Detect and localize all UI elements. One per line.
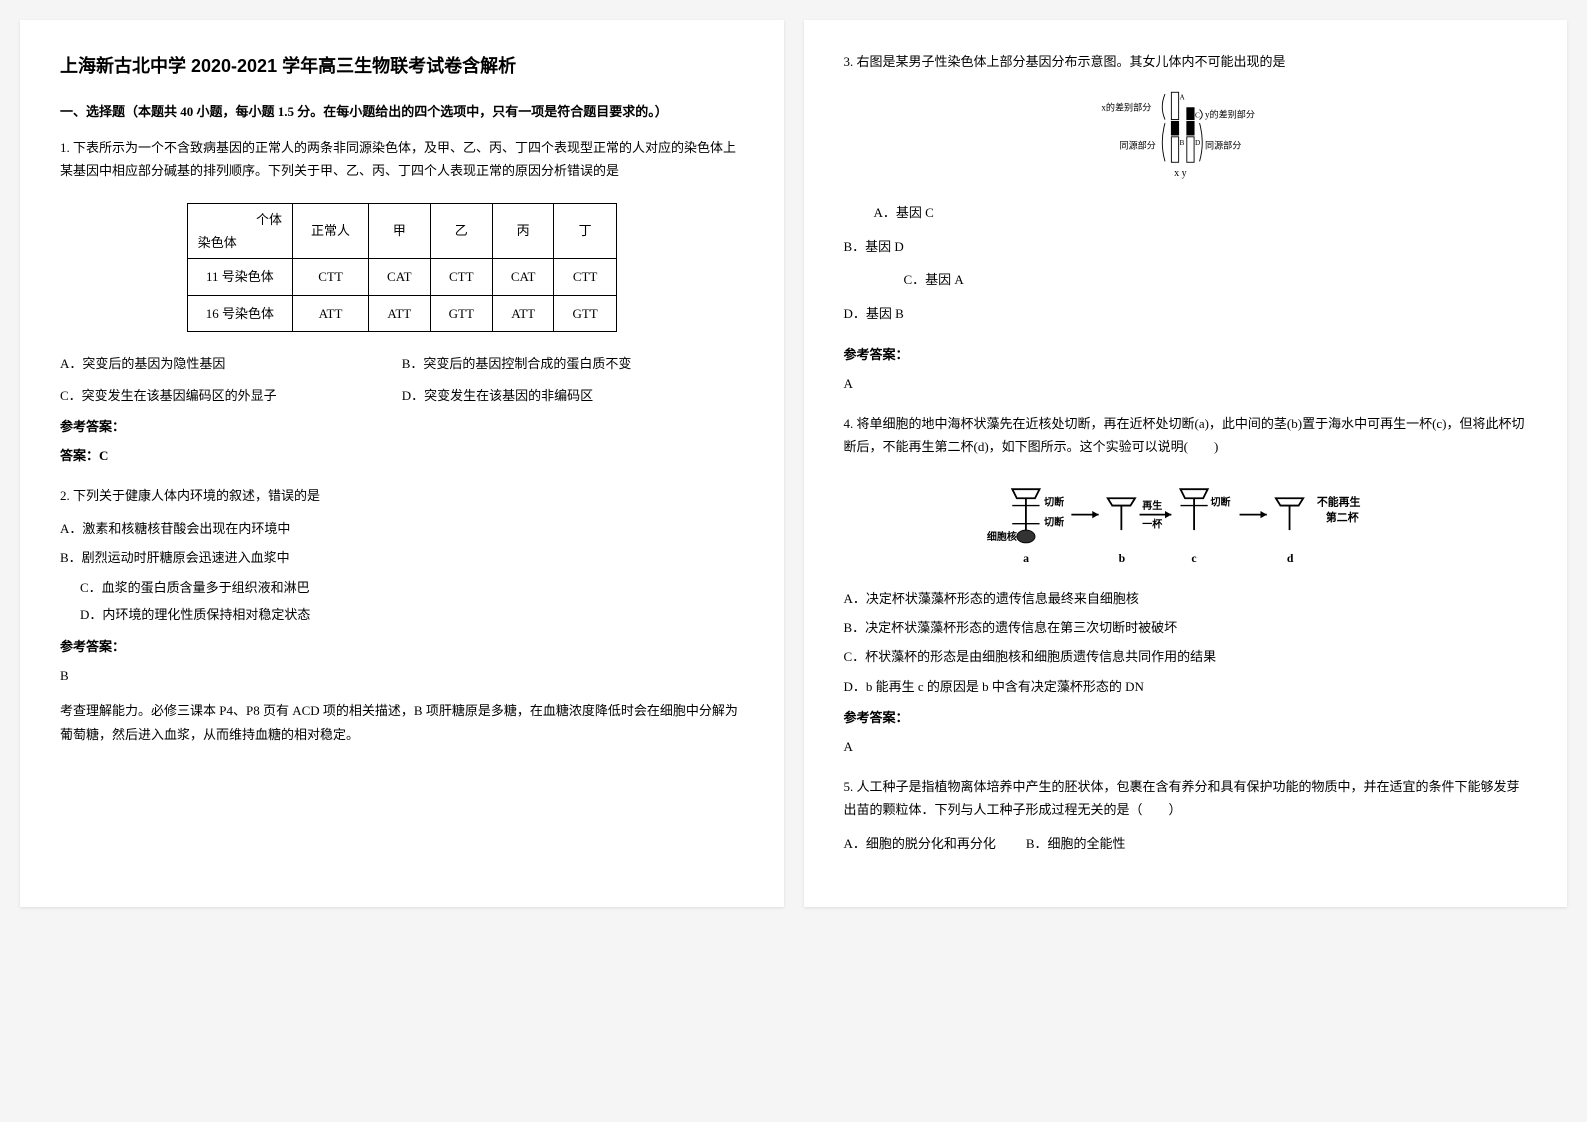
q2-option-a: A．激素和核糖核苷酸会出现在内环境中 (60, 517, 744, 540)
q3-answer-label: 参考答案： (844, 343, 1528, 366)
chromosome-diagram-svg: A C B D x的差别部分 y的差别部分 同源部分 同源部分 x y (1085, 85, 1285, 185)
table-header-row: 个体 染色体 正常人 甲 乙 丙 丁 (187, 203, 616, 259)
q3-option-c: C．基因 A (904, 268, 1232, 291)
cut-label-2: 切断 (1044, 515, 1064, 528)
table-cell: CAT (492, 259, 554, 295)
q2-answer: B (60, 664, 744, 687)
question-1: 1. 下表所示为一个不含致病基因的正常人的两条非同源染色体，及甲、乙、丙、丁四个… (60, 136, 744, 468)
table-cell: GTT (430, 295, 492, 331)
table-cell: GTT (554, 295, 616, 331)
table-header-cell: 丙 (492, 203, 554, 259)
gene-c-label: C (1195, 112, 1200, 120)
stage-b-label: b (1119, 550, 1126, 564)
q3-options-row-1: A．基因 C B．基因 D (844, 201, 1528, 268)
table-header-cell: 丁 (554, 203, 616, 259)
table-header-cell: 乙 (430, 203, 492, 259)
q1-option-d: D．突变发生在该基因的非编码区 (402, 384, 744, 407)
algae-diagram-svg: 切断 切断 细胞核 a b 再生 一杯 (975, 471, 1395, 571)
q4-option-a: A．决定杯状藻藻杯形态的遗传信息最终来自细胞核 (844, 587, 1528, 610)
page-container: 上海新古北中学 2020-2021 学年高三生物联考试卷含解析 一、选择题（本题… (20, 20, 1567, 907)
q1-answer-label: 参考答案： (60, 415, 744, 438)
y-diff-label: y的差别部分 (1205, 109, 1255, 120)
q3-option-d: D．基因 B (844, 302, 1172, 325)
table-header-cell: 甲 (369, 203, 431, 259)
q2-option-b: B．剧烈运动时肝糖原会迅速进入血浆中 (60, 546, 744, 569)
x-diff-label: x的差别部分 (1102, 102, 1152, 113)
q5-stem: 5. 人工种子是指植物离体培养中产生的胚状体，包裹在含有养分和具有保护功能的物质… (844, 775, 1528, 822)
q4-option-b: B．决定杯状藻藻杯形态的遗传信息在第三次切断时被破坏 (844, 616, 1528, 639)
cut-label-1: 切断 (1044, 495, 1064, 508)
table-header-cell: 正常人 (293, 203, 369, 259)
table-row: 11 号染色体 CTT CAT CTT CAT CTT (187, 259, 616, 295)
regen-label: 再生 (1143, 499, 1163, 512)
q2-explanation: 考查理解能力。必修三课本 P4、P8 页有 ACD 项的相关描述，B 项肝糖原是… (60, 699, 744, 746)
q2-stem: 2. 下列关于健康人体内环境的叙述，错误的是 (60, 484, 744, 507)
stage-d-label: d (1287, 550, 1294, 564)
q3-option-b: B．基因 D (844, 235, 1172, 258)
right-column: 3. 右图是某男子性染色体上部分基因分布示意图。其女儿体内不可能出现的是 A C… (804, 20, 1568, 907)
nucleus-label: 细胞核 (987, 530, 1017, 543)
q4-option-d: D．b 能再生 c 的原因是 b 中含有决定藻杯形态的 DN (844, 675, 1528, 698)
q4-answer-label: 参考答案： (844, 706, 1528, 729)
corner-top: 个体 (198, 208, 282, 231)
table-row: 16 号染色体 ATT ATT GTT ATT GTT (187, 295, 616, 331)
gene-b-label: B (1180, 139, 1185, 147)
q3-figure: A C B D x的差别部分 y的差别部分 同源部分 同源部分 x y (844, 85, 1528, 185)
table-cell: CTT (293, 259, 369, 295)
q2-option-c: C．血浆的蛋白质含量多于组织液和淋巴 (80, 576, 764, 599)
table-cell: ATT (492, 295, 554, 331)
stage-a-label: a (1023, 550, 1029, 564)
q1-option-a: A．突变后的基因为隐性基因 (60, 352, 402, 375)
q5-options-row: A．细胞的脱分化和再分化 B．细胞的全能性 (844, 832, 1528, 861)
left-column: 上海新古北中学 2020-2021 学年高三生物联考试卷含解析 一、选择题（本题… (20, 20, 784, 907)
question-5: 5. 人工种子是指植物离体培养中产生的胚状体，包裹在含有养分和具有保护功能的物质… (844, 775, 1528, 861)
q3-option-a: A．基因 C (874, 201, 1202, 224)
q2-answer-label: 参考答案： (60, 635, 744, 658)
q5-option-a: A．细胞的脱分化和再分化 (844, 832, 996, 855)
q1-table: 个体 染色体 正常人 甲 乙 丙 丁 11 号染色体 CTT CAT CTT C… (187, 203, 617, 333)
one-cup-label: 一杯 (1143, 517, 1164, 530)
table-cell: CTT (554, 259, 616, 295)
q3-stem: 3. 右图是某男子性染色体上部分基因分布示意图。其女儿体内不可能出现的是 (844, 50, 1528, 73)
question-3: 3. 右图是某男子性染色体上部分基因分布示意图。其女儿体内不可能出现的是 A C… (844, 50, 1528, 396)
exam-title: 上海新古北中学 2020-2021 学年高三生物联考试卷含解析 (60, 50, 744, 82)
xy-label: x y (1174, 168, 1187, 179)
cut-label-3: 切断 (1211, 495, 1231, 508)
no-regen-label-2: 第二杯 (1326, 510, 1359, 524)
table-cell: CAT (369, 259, 431, 295)
table-corner-cell: 个体 染色体 (187, 203, 292, 259)
q1-options-row-2: C．突变发生在该基因编码区的外显子 D．突变发生在该基因的非编码区 (60, 384, 744, 407)
q4-option-c: C．杯状藻杯的形态是由细胞核和细胞质遗传信息共同作用的结果 (844, 645, 1528, 668)
q1-option-c: C．突变发生在该基因编码区的外显子 (60, 384, 402, 407)
question-2: 2. 下列关于健康人体内环境的叙述，错误的是 A．激素和核糖核苷酸会出现在内环境… (60, 484, 744, 747)
question-4: 4. 将单细胞的地中海杯状藻先在近核处切断，再在近杯处切断(a)，此中间的茎(b… (844, 412, 1528, 759)
table-row-label: 11 号染色体 (187, 259, 292, 295)
q4-answer: A (844, 735, 1528, 758)
q3-answer: A (844, 372, 1528, 395)
q5-option-b: B．细胞的全能性 (1026, 832, 1126, 855)
homolog-left-label: 同源部分 (1120, 140, 1156, 151)
table-cell: ATT (293, 295, 369, 331)
table-cell: CTT (430, 259, 492, 295)
table-row-label: 16 号染色体 (187, 295, 292, 331)
stage-c-label: c (1192, 550, 1197, 564)
q1-stem: 1. 下表所示为一个不含致病基因的正常人的两条非同源染色体，及甲、乙、丙、丁四个… (60, 136, 744, 183)
q4-stem: 4. 将单细胞的地中海杯状藻先在近核处切断，再在近杯处切断(a)，此中间的茎(b… (844, 412, 1528, 459)
gene-d-label: D (1195, 139, 1200, 147)
no-regen-label-1: 不能再生 (1317, 494, 1361, 508)
q1-options-row-1: A．突变后的基因为隐性基因 B．突变后的基因控制合成的蛋白质不变 (60, 352, 744, 375)
q4-figure: 切断 切断 细胞核 a b 再生 一杯 (844, 471, 1528, 571)
q1-answer: 答案：C (60, 444, 744, 467)
section-1-heading: 一、选择题（本题共 40 小题，每小题 1.5 分。在每小题给出的四个选项中，只… (60, 100, 744, 123)
homolog-right-label: 同源部分 (1205, 140, 1241, 151)
gene-a-label: A (1180, 94, 1186, 102)
q2-option-d: D．内环境的理化性质保持相对稳定状态 (80, 603, 764, 626)
table-cell: ATT (369, 295, 431, 331)
q1-option-b: B．突变后的基因控制合成的蛋白质不变 (402, 352, 744, 375)
corner-bottom: 染色体 (198, 231, 282, 254)
q3-options-row-2: C．基因 A D．基因 B (844, 268, 1528, 335)
